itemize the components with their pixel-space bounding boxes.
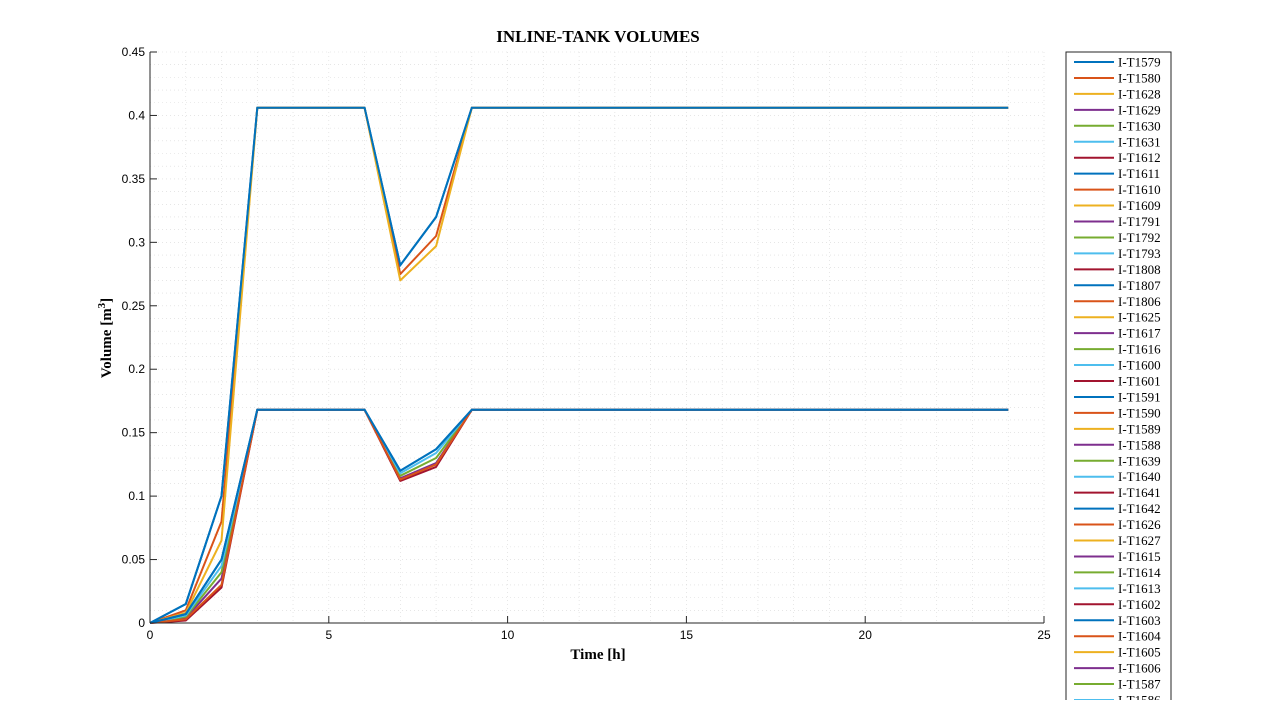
legend-entry-label: I-T1611 bbox=[1118, 166, 1160, 181]
legend-entry-label: I-T1641 bbox=[1118, 485, 1161, 500]
grid bbox=[149, 51, 1045, 624]
legend-entry-label: I-T1628 bbox=[1118, 86, 1161, 101]
y-tick-label: 0.1 bbox=[128, 489, 145, 503]
data-series bbox=[149, 106, 1009, 624]
y-axis-label-end: ] bbox=[99, 298, 115, 303]
legend-entry-label: I-T1587 bbox=[1118, 677, 1161, 692]
legend-entry-label: I-T1580 bbox=[1118, 70, 1161, 85]
y-tick-label: 0 bbox=[138, 616, 145, 630]
series-line-top bbox=[149, 408, 1009, 624]
y-axis-label: Volume [m3] bbox=[96, 298, 115, 378]
series-line bbox=[149, 106, 1009, 624]
y-tick-label: 0.25 bbox=[122, 299, 146, 313]
series-line bbox=[149, 106, 1009, 624]
legend-entry-label: I-T1807 bbox=[1118, 278, 1161, 293]
legend-entry-label: I-T1617 bbox=[1118, 326, 1161, 341]
legend-entry-label: I-T1639 bbox=[1118, 453, 1161, 468]
legend-entry-label: I-T1792 bbox=[1118, 230, 1161, 245]
legend-entry-label: I-T1600 bbox=[1118, 358, 1161, 373]
legend-entry-label: I-T1627 bbox=[1118, 533, 1161, 548]
legend-entry-label: I-T1604 bbox=[1118, 629, 1161, 644]
legend-entry-label: I-T1630 bbox=[1118, 118, 1161, 133]
legend-entry-label: I-T1606 bbox=[1118, 661, 1161, 676]
y-tick-label: 0.3 bbox=[128, 235, 145, 249]
y-axis-label-main: Volume [m bbox=[99, 308, 115, 378]
legend-entry-label: I-T1642 bbox=[1118, 501, 1161, 516]
legend-entry-label: I-T1808 bbox=[1118, 262, 1161, 277]
y-tick-label: 0.2 bbox=[128, 362, 145, 376]
x-tick-label: 5 bbox=[325, 628, 332, 642]
legend-entry-label: I-T1589 bbox=[1118, 421, 1161, 436]
legend-entry-label: I-T1626 bbox=[1118, 517, 1161, 532]
legend-entry-label: I-T1616 bbox=[1118, 342, 1161, 357]
legend: I-T1579I-T1580I-T1628I-T1629I-T1630I-T16… bbox=[1065, 51, 1172, 705]
legend-entry-label: I-T1586 bbox=[1118, 693, 1161, 701]
legend-entry-label: I-T1613 bbox=[1118, 581, 1161, 596]
legend-entry-label: I-T1602 bbox=[1118, 597, 1161, 612]
legend-entry-label: I-T1791 bbox=[1118, 214, 1161, 229]
legend-entry-label: I-T1615 bbox=[1118, 549, 1161, 564]
legend-entry-label: I-T1603 bbox=[1118, 613, 1161, 628]
x-tick-label: 25 bbox=[1037, 628, 1051, 642]
legend-entry-label: I-T1612 bbox=[1118, 150, 1161, 165]
legend-entry-label: I-T1793 bbox=[1118, 246, 1161, 261]
y-tick-label: 0.35 bbox=[122, 172, 146, 186]
series-line-top bbox=[149, 106, 1009, 624]
y-tick-label: 0.4 bbox=[128, 108, 145, 122]
legend-entry-label: I-T1605 bbox=[1118, 645, 1161, 660]
legend-entry-label: I-T1614 bbox=[1118, 565, 1161, 580]
x-tick-label: 15 bbox=[680, 628, 694, 642]
x-tick-label: 20 bbox=[859, 628, 873, 642]
legend-entry-label: I-T1806 bbox=[1118, 294, 1161, 309]
y-axis-label-superscript: 3 bbox=[96, 302, 108, 308]
legend-entry-label: I-T1601 bbox=[1118, 374, 1161, 389]
legend-entry-label: I-T1590 bbox=[1118, 405, 1161, 420]
axes: 0 5 10 15 20 25 0 0.05 0.1 0.15 0.2 0.25 0.3 0.35 0.4 0… bbox=[122, 45, 1051, 642]
series-line bbox=[149, 106, 1009, 624]
legend-entry-label: I-T1631 bbox=[1118, 134, 1161, 149]
legend-entry-label: I-T1625 bbox=[1118, 310, 1161, 325]
legend-entry-label: I-T1591 bbox=[1118, 389, 1161, 404]
y-tick-label: 0.45 bbox=[122, 45, 146, 59]
legend-entry-label: I-T1629 bbox=[1118, 102, 1161, 117]
legend-entry-label: I-T1640 bbox=[1118, 469, 1161, 484]
x-tick-label: 0 bbox=[147, 628, 154, 642]
legend-entry-label: I-T1610 bbox=[1118, 182, 1161, 197]
legend-entry-label: I-T1588 bbox=[1118, 437, 1161, 452]
chart-title: INLINE-TANK VOLUMES bbox=[496, 27, 700, 46]
legend-box bbox=[1065, 51, 1172, 705]
x-tick-label: 10 bbox=[501, 628, 515, 642]
legend-entry-label: I-T1609 bbox=[1118, 198, 1161, 213]
y-tick-label: 0.15 bbox=[122, 426, 146, 440]
x-axis-label: Time [h] bbox=[570, 647, 625, 663]
y-tick-label: 0.05 bbox=[122, 553, 146, 567]
legend-entry-label: I-T1579 bbox=[1118, 55, 1161, 70]
